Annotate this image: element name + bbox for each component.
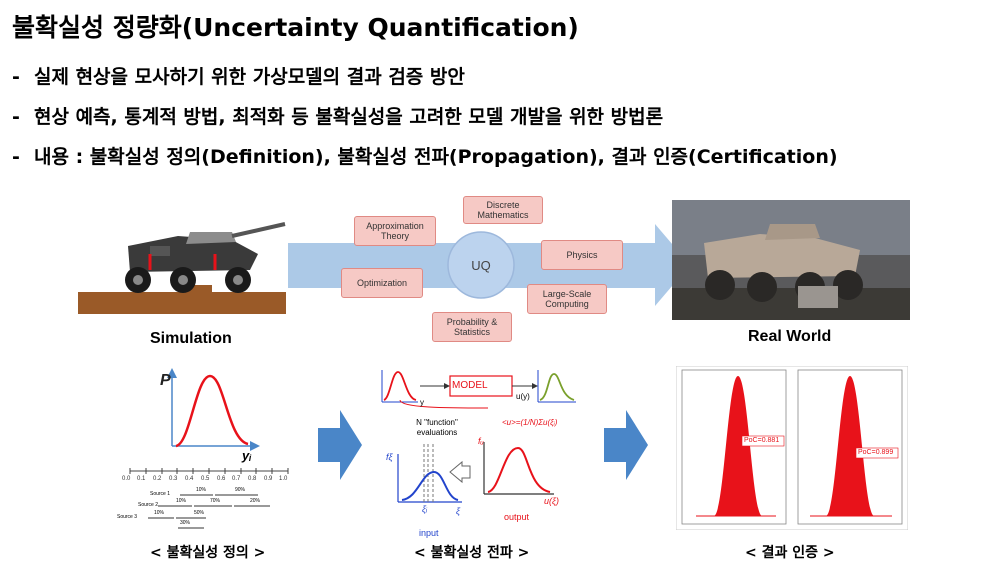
poc-right: PoC=0.899: [858, 449, 894, 456]
cert-right-area: [826, 376, 874, 516]
arrow-right-1: [318, 410, 362, 480]
simulation-label: Simulation: [150, 330, 232, 347]
box-probability-statistics: Probability & Statistics: [432, 312, 512, 342]
source-3-label: Source 3: [117, 514, 138, 520]
pct-label: 10%: [196, 487, 207, 493]
bullet-2: - 현상 예측, 통계적 방법, 최적화 등 불확실성을 고려한 모델 개발을 위…: [12, 106, 664, 128]
simulation-scene: [78, 222, 286, 314]
xi-label: ξ: [456, 506, 461, 516]
propagation-figure: [381, 370, 576, 503]
formula-label: <u>=(1/N)Σu(ξᵢ): [502, 418, 558, 427]
pct-label: 90%: [235, 487, 246, 493]
caption-certification: < 결과 인증 >: [745, 545, 835, 561]
pct-label: 50%: [194, 510, 205, 516]
f-u-label: fᵤ: [478, 436, 484, 446]
output-label: output: [504, 512, 530, 522]
page-title: 불확실성 정량화(Uncertainty Quantification): [12, 13, 579, 42]
pdf-curve: [175, 374, 249, 448]
f-xi-label: fξ: [386, 452, 393, 462]
source-2-label: Source 2: [138, 502, 159, 508]
uy-label: u(y): [516, 392, 530, 401]
p-axis-label: P: [160, 372, 171, 389]
real-world-photo: [672, 200, 910, 320]
box-optimization: Optimization: [341, 268, 423, 298]
scale-ticks: 0.0 0.1 0.2 0.3 0.4 0.5 0.6 0.7 0.8 0.9 …: [122, 476, 288, 482]
input-label: input: [419, 528, 439, 538]
uq-label: UQ: [471, 258, 491, 273]
poc-left: PoC=0.881: [744, 437, 780, 444]
real-world-label: Real World: [748, 328, 832, 345]
n-function-label: N "function" evaluations: [416, 418, 458, 437]
certification-figure: [676, 366, 908, 530]
box-physics: Physics: [541, 240, 623, 270]
pct-label: 30%: [180, 520, 191, 526]
source-1-label: Source 1: [150, 491, 171, 497]
pct-label: 10%: [176, 498, 187, 504]
box-discrete-math: Discrete Mathematics: [463, 196, 543, 224]
xi-i-label: ξᵢ: [422, 504, 428, 514]
definition-figure: [129, 368, 289, 529]
y-label: y: [420, 398, 424, 407]
uq-circle: [447, 231, 515, 299]
caption-definition: < 불확실성 정의 >: [150, 545, 266, 561]
u-xi-label: u(ξ): [544, 496, 560, 506]
bullet-1: - 실제 현상을 모사하기 위한 가상모델의 결과 검증 방안: [12, 66, 465, 88]
caption-propagation: < 불확실성 전파 >: [414, 545, 530, 561]
yi-axis-label: yᵢ: [242, 448, 252, 463]
pct-label: 20%: [250, 498, 261, 504]
cert-left-area: [714, 376, 762, 516]
bullet-3: - 내용 : 불확실성 정의(Definition), 불확실성 전파(Propa…: [12, 146, 838, 168]
pct-label: 70%: [210, 498, 221, 504]
arrow-right-2: [604, 410, 648, 480]
pct-label: 10%: [154, 510, 165, 516]
box-large-scale-computing: Large-Scale Computing: [527, 284, 607, 314]
model-label: MODEL: [452, 380, 488, 391]
box-approximation-theory: Approximation Theory: [354, 216, 436, 246]
